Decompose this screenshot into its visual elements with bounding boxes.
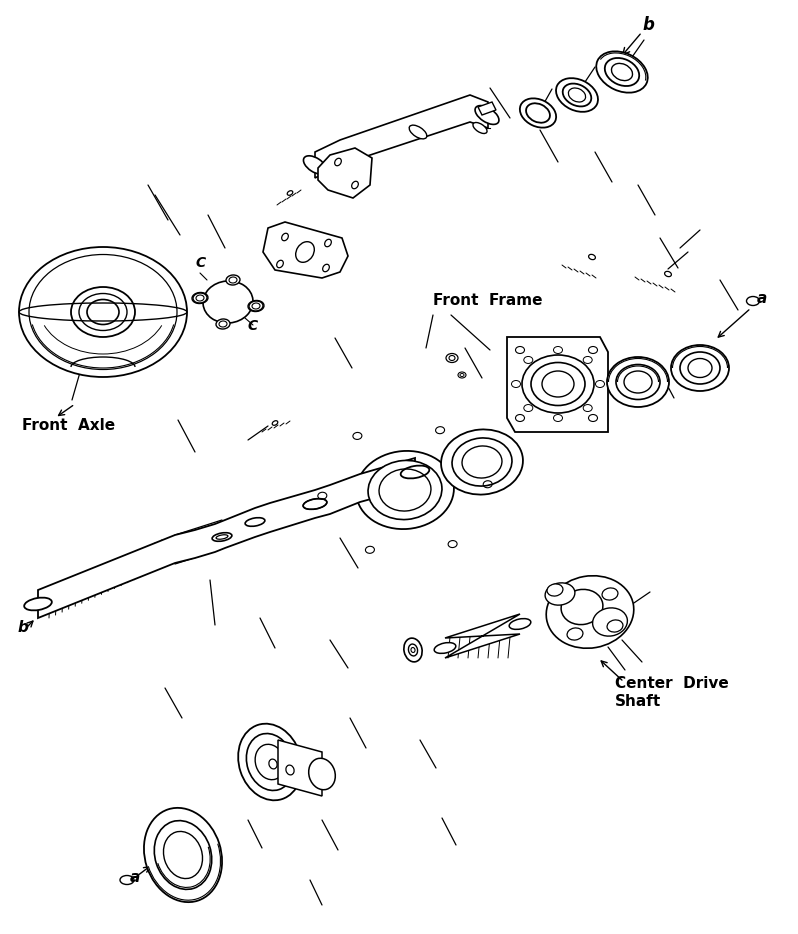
Ellipse shape [238, 724, 302, 800]
Ellipse shape [589, 254, 595, 260]
Polygon shape [38, 458, 415, 618]
Polygon shape [445, 614, 520, 658]
Ellipse shape [272, 420, 278, 425]
Ellipse shape [334, 158, 342, 165]
Polygon shape [318, 148, 372, 198]
Ellipse shape [583, 357, 592, 363]
Ellipse shape [563, 83, 591, 106]
Ellipse shape [607, 357, 669, 407]
Ellipse shape [409, 125, 427, 139]
Ellipse shape [203, 281, 253, 323]
Text: b: b [18, 620, 29, 635]
Polygon shape [478, 102, 496, 115]
Ellipse shape [512, 380, 520, 388]
Ellipse shape [458, 372, 466, 378]
Ellipse shape [216, 319, 230, 329]
Ellipse shape [71, 287, 135, 337]
Ellipse shape [523, 404, 533, 412]
Ellipse shape [249, 301, 263, 311]
Ellipse shape [596, 51, 648, 92]
Ellipse shape [556, 78, 598, 112]
Ellipse shape [567, 628, 583, 640]
Ellipse shape [356, 451, 454, 529]
Ellipse shape [154, 821, 211, 889]
Ellipse shape [212, 532, 232, 542]
Ellipse shape [282, 234, 288, 241]
Text: Center  Drive: Center Drive [615, 676, 729, 691]
Text: a: a [130, 870, 140, 885]
Ellipse shape [475, 106, 499, 124]
Ellipse shape [605, 58, 639, 86]
Ellipse shape [401, 465, 429, 478]
Ellipse shape [352, 181, 358, 189]
Text: C: C [248, 319, 258, 333]
Ellipse shape [325, 239, 331, 247]
Ellipse shape [287, 191, 293, 195]
Ellipse shape [680, 352, 720, 384]
Ellipse shape [547, 584, 563, 596]
Ellipse shape [523, 357, 533, 363]
Polygon shape [263, 222, 348, 278]
Text: a: a [757, 291, 767, 306]
Ellipse shape [561, 589, 603, 625]
Text: C: C [195, 256, 205, 270]
Text: b: b [642, 16, 654, 34]
Text: Shaft: Shaft [615, 694, 662, 709]
Ellipse shape [144, 808, 222, 902]
Ellipse shape [193, 293, 207, 303]
Ellipse shape [607, 620, 623, 632]
Ellipse shape [255, 744, 285, 780]
Ellipse shape [19, 247, 187, 377]
Ellipse shape [245, 517, 265, 526]
Ellipse shape [446, 353, 458, 362]
Ellipse shape [665, 272, 671, 276]
Ellipse shape [87, 300, 119, 324]
Ellipse shape [24, 598, 52, 611]
Polygon shape [315, 95, 488, 178]
Ellipse shape [602, 587, 618, 600]
Ellipse shape [441, 430, 523, 495]
Ellipse shape [277, 261, 283, 268]
Polygon shape [278, 740, 322, 796]
Ellipse shape [473, 122, 487, 134]
Ellipse shape [322, 264, 330, 272]
Ellipse shape [519, 98, 556, 128]
Ellipse shape [546, 575, 634, 648]
Ellipse shape [526, 104, 550, 122]
Ellipse shape [368, 460, 442, 519]
Ellipse shape [554, 415, 563, 421]
Ellipse shape [226, 275, 240, 285]
Ellipse shape [593, 608, 627, 636]
Ellipse shape [434, 643, 456, 654]
Ellipse shape [509, 618, 531, 630]
Polygon shape [507, 337, 608, 432]
Text: Front  Axle: Front Axle [22, 418, 115, 433]
Ellipse shape [554, 347, 563, 353]
Ellipse shape [296, 242, 314, 262]
Ellipse shape [595, 380, 605, 388]
Ellipse shape [522, 355, 594, 413]
Ellipse shape [309, 758, 335, 790]
Ellipse shape [404, 638, 422, 662]
Ellipse shape [583, 404, 592, 412]
Ellipse shape [269, 759, 277, 769]
Ellipse shape [303, 499, 327, 509]
Ellipse shape [303, 156, 326, 175]
Ellipse shape [616, 364, 660, 400]
Ellipse shape [247, 733, 294, 790]
Ellipse shape [545, 583, 575, 605]
Ellipse shape [452, 438, 512, 486]
Text: Front  Frame: Front Frame [433, 293, 543, 308]
Ellipse shape [671, 345, 729, 391]
